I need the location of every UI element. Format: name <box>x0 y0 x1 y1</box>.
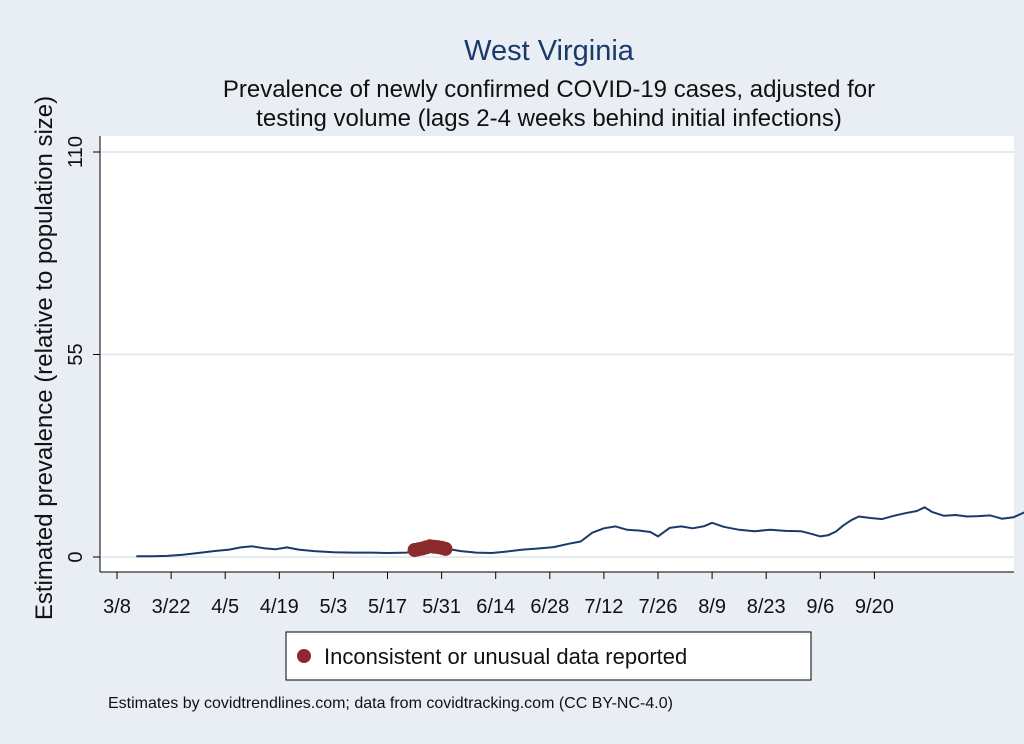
x-tick-label-14: 9/20 <box>855 596 894 618</box>
x-tick-label-0: 3/8 <box>103 596 131 618</box>
y-axis-label: Estimated prevalence (relative to popula… <box>31 96 58 620</box>
series-line-0 <box>136 506 1024 558</box>
x-tick-label-10: 7/26 <box>639 596 678 618</box>
x-tick-label-7: 6/14 <box>476 596 515 618</box>
legend-marker-flagged <box>297 649 311 663</box>
x-tick-label-1: 3/22 <box>152 596 191 618</box>
grid-lines <box>101 151 1014 558</box>
legend: Inconsistent or unusual data reported <box>285 631 812 681</box>
x-tick-label-4: 5/3 <box>319 596 347 618</box>
chart-title: West Virginia <box>464 35 635 67</box>
y-tick-label-0: 0 <box>65 551 87 562</box>
flagged-point-8 <box>438 541 453 556</box>
legend-box <box>285 631 812 681</box>
x-tick-label-5: 5/17 <box>368 596 407 618</box>
flagged-points <box>407 539 453 557</box>
x-tick-label-3: 4/19 <box>260 596 299 618</box>
y-tick-label-55: 55 <box>65 343 87 365</box>
source-note: Estimates by covidtrendlines.com; data f… <box>108 695 673 712</box>
x-tick-label-8: 6/28 <box>530 596 569 618</box>
axes: 0 55 110 3/8 3/22 4/5 4/19 5/3 5/17 5/31 6/14 6/28 7… <box>65 136 1014 618</box>
y-tick-label-110: 110 <box>65 136 87 168</box>
x-tick-label-2: 4/5 <box>211 596 239 618</box>
x-tick-label-11: 8/9 <box>698 596 726 618</box>
x-tick-label-6: 5/31 <box>422 596 461 618</box>
chart-subtitle-line-2: testing volume (lags 2-4 weeks behind in… <box>256 105 842 132</box>
series-lines <box>136 506 1024 558</box>
x-tick-label-12: 8/23 <box>747 596 786 618</box>
x-tick-label-9: 7/12 <box>584 596 623 618</box>
legend-label-flagged: Inconsistent or unusual data reported <box>324 644 687 669</box>
x-tick-label-13: 9/6 <box>806 596 834 618</box>
chart-subtitle-line-1: Prevalence of newly confirmed COVID-19 c… <box>223 76 875 103</box>
